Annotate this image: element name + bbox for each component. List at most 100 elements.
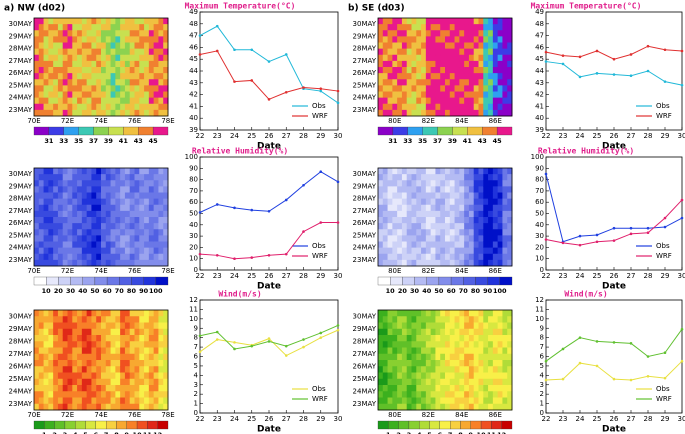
field-cell bbox=[57, 217, 64, 224]
field-cell bbox=[382, 186, 388, 193]
field-cell bbox=[488, 103, 494, 111]
x-tick-label: 24 bbox=[230, 132, 239, 140]
field-cell bbox=[492, 360, 499, 367]
field-cell bbox=[478, 391, 484, 398]
field-cell bbox=[478, 168, 484, 175]
colorbar-label: 5 bbox=[427, 431, 432, 434]
field-cell bbox=[38, 168, 44, 175]
field-cell bbox=[115, 24, 121, 31]
field-cell bbox=[502, 322, 508, 330]
field-cell bbox=[57, 391, 64, 398]
field-cell bbox=[129, 391, 135, 398]
field-cell bbox=[454, 60, 460, 68]
field-cell bbox=[416, 372, 422, 380]
y-tick-label: 28MAY bbox=[353, 195, 377, 203]
field-cell bbox=[115, 259, 121, 267]
field-cell bbox=[124, 310, 131, 317]
field-cell bbox=[86, 378, 92, 386]
field-cell bbox=[416, 259, 422, 267]
field-cell bbox=[158, 67, 164, 74]
field-cell bbox=[148, 229, 155, 236]
field-cell bbox=[502, 42, 508, 50]
field-cell bbox=[101, 235, 107, 242]
field-cell bbox=[478, 109, 484, 117]
field-cell bbox=[34, 335, 40, 342]
field-cell bbox=[72, 223, 78, 230]
field-cell bbox=[507, 223, 513, 230]
field-cell bbox=[502, 103, 508, 111]
field-cell bbox=[392, 366, 398, 373]
field-cell bbox=[425, 353, 432, 361]
legend-label: WRF bbox=[312, 112, 328, 120]
field-cell bbox=[62, 192, 68, 200]
field-cell bbox=[464, 204, 470, 212]
field-cell bbox=[378, 310, 384, 317]
field-cell bbox=[468, 353, 475, 361]
field-cell bbox=[72, 403, 78, 411]
field-cell bbox=[478, 241, 484, 249]
field-cell bbox=[387, 366, 393, 373]
field-cell bbox=[139, 192, 145, 200]
field-cell bbox=[134, 36, 140, 43]
field-cell bbox=[38, 204, 44, 212]
field-cell bbox=[406, 85, 412, 92]
field-cell bbox=[62, 378, 68, 386]
field-cell bbox=[110, 204, 116, 212]
field-cell bbox=[38, 353, 44, 361]
field-cell bbox=[163, 103, 169, 111]
x-tick-label: 80E bbox=[388, 267, 401, 275]
point bbox=[612, 73, 616, 76]
field-cell bbox=[115, 241, 121, 249]
field-cell bbox=[139, 30, 145, 37]
field-cell bbox=[86, 366, 92, 373]
field-cell bbox=[53, 85, 59, 92]
field-cell bbox=[483, 67, 489, 74]
field-cell bbox=[454, 372, 460, 380]
field-cell bbox=[421, 366, 427, 373]
field-cell bbox=[101, 210, 107, 218]
field-cell bbox=[425, 229, 432, 236]
field-cell bbox=[67, 378, 73, 386]
field-cell bbox=[459, 378, 465, 386]
field-cell bbox=[91, 85, 97, 92]
field-cell bbox=[502, 186, 508, 193]
field-cell bbox=[445, 204, 451, 212]
field-cell bbox=[387, 109, 393, 117]
colorbar-label: 10 bbox=[477, 431, 487, 434]
field-cell bbox=[129, 174, 135, 181]
field-cell bbox=[129, 73, 135, 80]
x-tick-label: 29 bbox=[661, 132, 670, 140]
field-cell bbox=[139, 204, 145, 212]
field-cell bbox=[153, 192, 159, 200]
field-cell bbox=[148, 385, 155, 392]
field-cell bbox=[81, 353, 88, 361]
field-cell bbox=[81, 253, 88, 261]
field-cell bbox=[382, 378, 388, 386]
field-cell bbox=[120, 335, 126, 342]
field-cell bbox=[62, 174, 68, 181]
field-cell bbox=[492, 79, 499, 86]
field-cell bbox=[120, 36, 126, 43]
field-cell bbox=[57, 103, 64, 111]
field-cell bbox=[144, 253, 150, 261]
x-tick-label: 25 bbox=[247, 272, 256, 280]
field-cell bbox=[502, 316, 508, 323]
field-cell bbox=[473, 235, 479, 242]
field-cell bbox=[473, 168, 479, 175]
field-cell bbox=[483, 378, 489, 386]
field-cell bbox=[115, 366, 121, 373]
field-cell bbox=[57, 372, 64, 380]
field-cell bbox=[497, 241, 503, 249]
field-cell bbox=[440, 223, 446, 230]
colorbar-label: 10 bbox=[386, 287, 396, 295]
field-cell bbox=[468, 335, 475, 342]
colorbar-swatch bbox=[460, 420, 471, 430]
field-cell bbox=[421, 316, 427, 323]
field-cell bbox=[401, 366, 408, 373]
field-cell bbox=[401, 36, 408, 43]
field-cell bbox=[416, 48, 422, 56]
field-cell bbox=[401, 192, 408, 200]
field-cell bbox=[449, 97, 455, 105]
field-cell bbox=[48, 168, 54, 175]
field-cell bbox=[86, 316, 92, 323]
